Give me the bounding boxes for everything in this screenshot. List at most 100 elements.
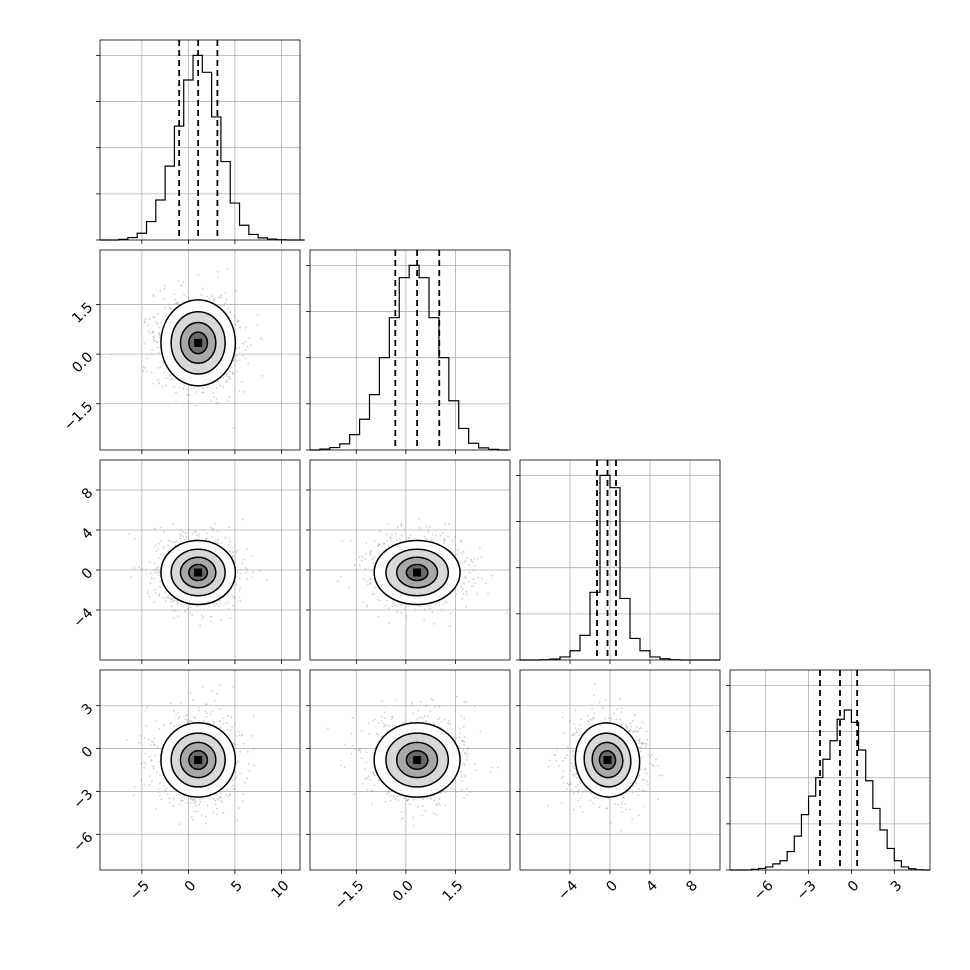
scatter-point — [158, 586, 161, 588]
scatter-point — [246, 577, 249, 580]
scatter-point — [429, 607, 431, 610]
scatter-point — [455, 695, 458, 698]
histogram-panel-0 — [96, 39, 305, 244]
scatter-point — [171, 377, 174, 380]
scatter-point — [433, 799, 436, 802]
scatter-point — [228, 541, 231, 543]
scatter-point — [369, 582, 372, 585]
scatter-point — [558, 765, 560, 768]
scatter-point — [429, 797, 432, 800]
scatter-point — [462, 550, 465, 553]
scatter-point — [368, 552, 371, 555]
scatter-point — [384, 704, 387, 707]
scatter-point — [392, 795, 395, 797]
scatter-point — [219, 384, 221, 387]
scatter-point — [239, 572, 242, 575]
scatter-point — [215, 603, 218, 605]
scatter-point — [162, 546, 165, 549]
scatter-point — [157, 746, 159, 748]
scatter-point — [248, 770, 251, 772]
scatter-point — [237, 319, 240, 322]
scatter-point — [187, 608, 189, 610]
scatter-point — [648, 755, 651, 758]
scatter-point — [467, 580, 470, 583]
histogram-series — [100, 54, 305, 241]
scatter-point — [193, 810, 196, 813]
scatter-point — [150, 571, 153, 574]
scatter-point — [463, 576, 466, 578]
scatter-point — [577, 799, 580, 802]
scatter-point — [213, 299, 216, 301]
scatter-point — [372, 562, 375, 565]
scatter-point — [443, 718, 446, 721]
scatter-point — [160, 322, 163, 324]
scatter-point — [150, 759, 153, 762]
scatter-point — [226, 729, 229, 731]
scatter-point — [148, 332, 151, 335]
scatter-point — [591, 708, 593, 711]
scatter-point — [173, 710, 175, 713]
density-peak — [194, 756, 203, 764]
panel-frame — [99, 459, 301, 661]
scatter-point — [359, 751, 362, 753]
scatter-point — [212, 392, 215, 394]
scatter-point — [234, 365, 237, 367]
scatter-point — [414, 608, 417, 611]
scatter-point — [226, 381, 228, 383]
scatter-point — [210, 620, 212, 623]
scatter-point — [238, 359, 241, 362]
scatter-point — [362, 578, 365, 580]
scatter-point — [181, 535, 184, 538]
scatter-point — [201, 617, 204, 620]
density-contour — [179, 556, 217, 589]
density-contour — [170, 732, 226, 788]
scatter-point — [475, 769, 478, 772]
scatter-point — [343, 743, 346, 746]
scatter-point — [412, 712, 414, 715]
scatter-point — [235, 584, 238, 586]
scatter-point — [244, 357, 247, 360]
scatter-point — [171, 609, 174, 612]
scatter-point — [383, 711, 386, 714]
density-content — [336, 518, 508, 628]
scatter-point — [372, 720, 374, 723]
scatter-point — [189, 719, 192, 722]
scatter-point — [411, 702, 414, 705]
scatter-point — [150, 758, 153, 761]
scatter-point — [219, 683, 221, 686]
scatter-point — [383, 725, 386, 727]
scatter-point — [186, 603, 189, 606]
scatter-point — [158, 593, 161, 596]
scatter-point — [389, 539, 392, 542]
scatter-point — [233, 595, 236, 598]
scatter-point — [447, 721, 449, 724]
scatter-point — [140, 779, 143, 782]
scatter-point — [225, 794, 228, 796]
scatter-point — [645, 772, 648, 775]
scatter-point — [200, 293, 203, 296]
scatter-point — [643, 768, 646, 771]
scatter-point — [357, 749, 360, 752]
scatter-point — [193, 802, 196, 804]
scatter-point — [222, 812, 225, 814]
scatter-point — [145, 568, 147, 571]
scatter-point — [364, 768, 366, 771]
scatter-point — [630, 725, 633, 728]
scatter-point — [205, 822, 208, 825]
scatter-point — [452, 736, 455, 739]
scatter-point — [192, 531, 195, 534]
scatter-point — [237, 320, 240, 323]
scatter-point — [148, 561, 151, 564]
scatter-point — [229, 793, 232, 796]
scatter-point — [133, 537, 136, 540]
scatter-point — [168, 597, 170, 599]
scatter-point — [418, 526, 420, 529]
scatter-point — [441, 609, 444, 611]
scatter-point — [238, 807, 241, 809]
scatter-point — [442, 531, 444, 534]
scatter-point — [149, 744, 152, 747]
scatter-point — [470, 558, 473, 561]
density-panel-2-0 — [96, 459, 301, 664]
scatter-point — [155, 568, 158, 571]
scatter-point — [157, 542, 160, 545]
